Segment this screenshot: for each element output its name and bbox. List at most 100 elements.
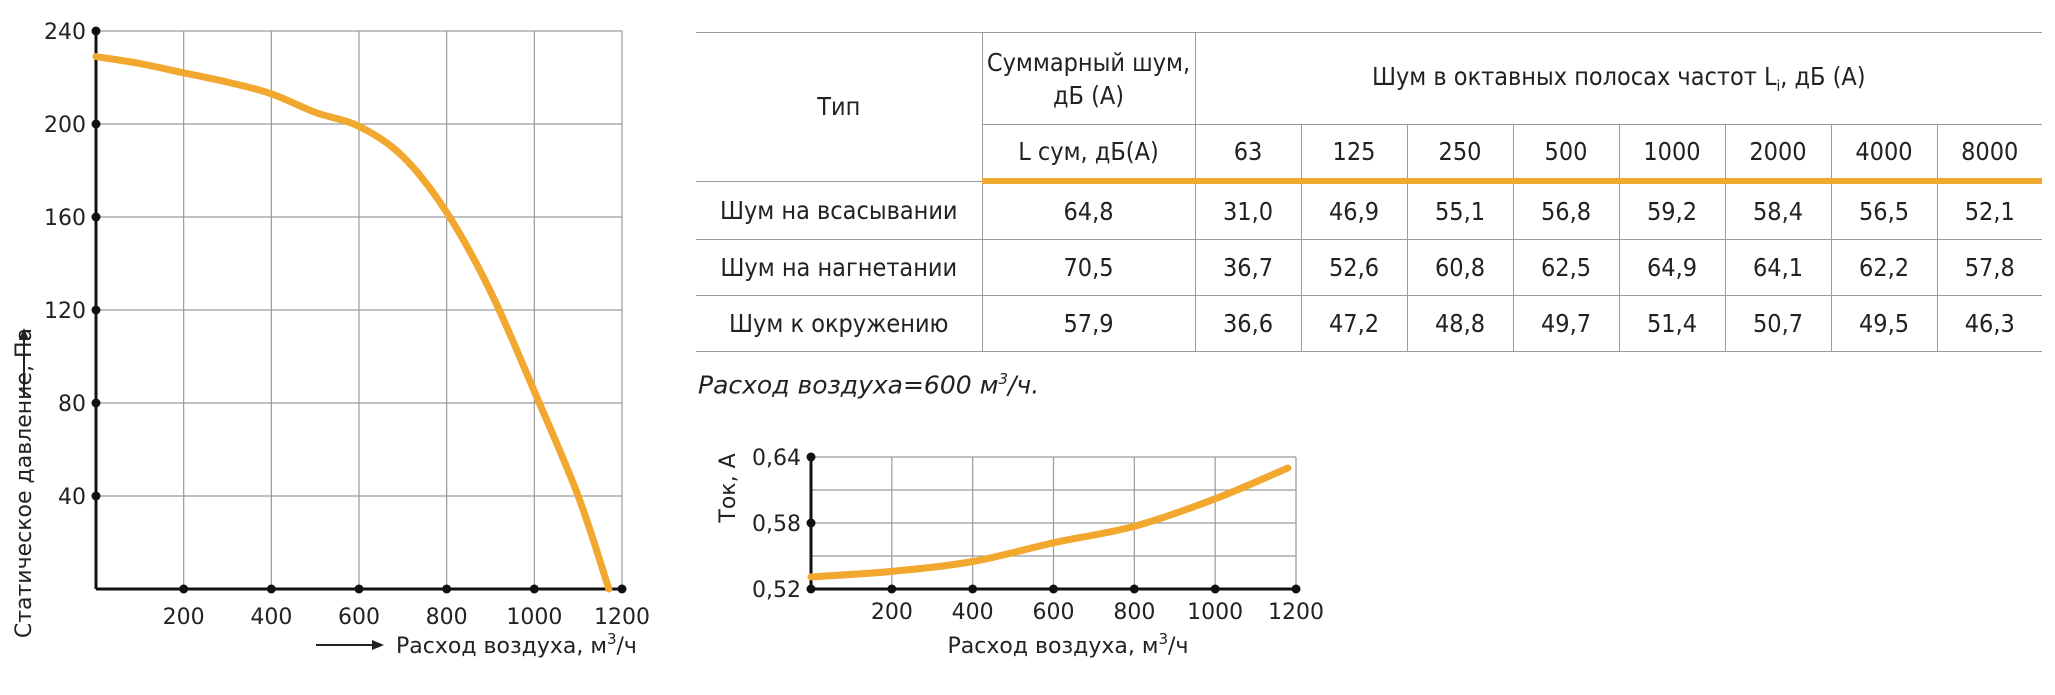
pressure-curve [92,53,613,593]
type-header: Тип [696,32,983,182]
table-row: Шум на нагнетании 70,5 36,7 52,6 60,8 62,5 64,… [696,239,2042,296]
table-cell: 46,3 [1936,295,2042,352]
y-tick-dot [91,305,101,315]
x-tick-dot [887,584,897,594]
band-header: 63 [1194,124,1302,184]
table-row: Шум на всасывании 64,8 31,0 46,9 55,1 56,8 59,… [696,180,2042,240]
x-tick-label: 1200 [594,605,650,630]
y-tick-dot [91,26,101,36]
table-cell: 59,2 [1618,180,1726,240]
pressure-chart: 200 400 600 800 1000 1200 40 80 120 160 200 240 Ст… [12,20,650,659]
table-cell: 50,7 [1724,295,1832,352]
x-tick-label: 1200 [1268,600,1324,625]
band-header: 1000 [1618,124,1726,184]
current-y-ticks: 0,52 0,58 0,64 [752,446,816,603]
table-cell: 55,1 [1406,180,1514,240]
x-tick-label: 400 [250,605,292,630]
pressure-x-axis-arrow [316,640,384,650]
band-header: 125 [1300,124,1408,184]
total-noise-subheader: L сум, дБ(А) [982,124,1196,184]
row-total: 70,5 [981,239,1196,296]
current-curve [807,464,1292,581]
x-tick-label: 1000 [1187,600,1243,625]
table-cell: 47,2 [1300,295,1408,352]
table-cell: 52,1 [1936,180,2042,240]
noise-table: Тип Суммарный шум, дБ (А) Шум в октавных… [696,32,2042,352]
airflow-note: Расход воздуха=600 м3/ч. [698,370,1040,400]
y-tick-label: 120 [44,299,86,324]
table-cell: 36,6 [1194,295,1302,352]
x-tick-dot [354,584,364,594]
x-tick-dot [1291,584,1301,594]
pressure-grid [96,30,623,589]
band-header: 8000 [1936,124,2042,184]
table-cell: 46,9 [1300,180,1408,240]
table-cell: 52,6 [1300,239,1408,296]
table-cell: 31,0 [1194,180,1302,240]
x-tick-dot [179,584,189,594]
band-header: 500 [1512,124,1620,184]
y-tick-dot [806,452,816,462]
current-grid [811,456,1297,589]
band-header: 4000 [1830,124,1938,184]
x-tick-dot [968,584,978,594]
y-tick-dot [91,398,101,408]
x-tick-label: 600 [338,605,380,630]
row-label: Шум на всасывании [696,180,983,240]
table-cell: 51,4 [1618,295,1726,352]
table-cell: 56,5 [1830,180,1938,240]
table-cell: 62,2 [1830,239,1938,296]
x-tick-dot [266,584,276,594]
row-label: Шум к окружению [696,295,983,352]
table-cell: 58,4 [1724,180,1832,240]
row-label: Шум на нагнетании [696,239,983,296]
x-tick-dot [617,584,627,594]
table-cell: 64,1 [1724,239,1832,296]
x-tick-label: 800 [426,605,468,630]
table-cell: 64,9 [1618,239,1726,296]
pressure-x-label: Расход воздуха, м3/ч [396,630,637,659]
x-tick-label: 200 [871,600,913,625]
row-total: 57,9 [981,295,1196,352]
band-header: 250 [1406,124,1514,184]
pressure-y-ticks: 40 80 120 160 200 240 [44,20,101,510]
table-row: Шум к окружению 57,9 36,6 47,2 48,8 49,7 51,4 5… [696,295,2042,352]
y-tick-label: 80 [58,392,86,417]
y-tick-dot [91,212,101,222]
y-tick-label: 160 [44,206,86,231]
x-tick-label: 400 [952,600,994,625]
current-x-label: Расход воздуха, м3/ч [948,630,1189,659]
table-cell: 57,8 [1936,239,2042,296]
y-tick-label: 0,64 [752,446,801,471]
x-tick-dot [1210,584,1220,594]
y-tick-dot [91,119,101,129]
x-tick-dot [442,584,452,594]
y-tick-label: 200 [44,113,86,138]
table-cell: 60,8 [1406,239,1514,296]
current-chart: 200 400 600 800 1000 1200 0,52 0,58 0,64 Ток, А… [716,446,1324,659]
table-cell: 49,7 [1512,295,1620,352]
table-cell: 56,8 [1512,180,1620,240]
table-cell: 36,7 [1194,239,1302,296]
y-tick-label: 0,52 [752,578,801,603]
pressure-x-ticks: 200 400 600 800 1000 1200 [163,584,650,630]
y-tick-label: 0,58 [752,512,801,537]
current-x-ticks: 200 400 600 800 1000 1200 [871,584,1324,625]
x-tick-dot [1049,584,1058,594]
row-total: 64,8 [981,180,1196,240]
y-tick-label: 240 [44,20,86,45]
octave-header: Шум в октавных полосах частот Li, дБ (А) [1194,32,2042,125]
table-cell: 62,5 [1512,239,1620,296]
y-tick-label: 40 [58,485,86,510]
y-tick-dot [91,491,101,501]
table-cell: 49,5 [1830,295,1938,352]
y-tick-dot [806,518,816,528]
table-cell: 48,8 [1406,295,1514,352]
x-tick-label: 800 [1113,600,1155,625]
x-tick-label: 200 [163,605,205,630]
current-y-label: Ток, А [716,453,741,523]
x-tick-label: 1000 [506,605,562,630]
x-tick-label: 600 [1033,600,1075,625]
x-tick-dot [529,584,539,594]
total-noise-header: Суммарный шум, дБ (А) [981,32,1196,125]
